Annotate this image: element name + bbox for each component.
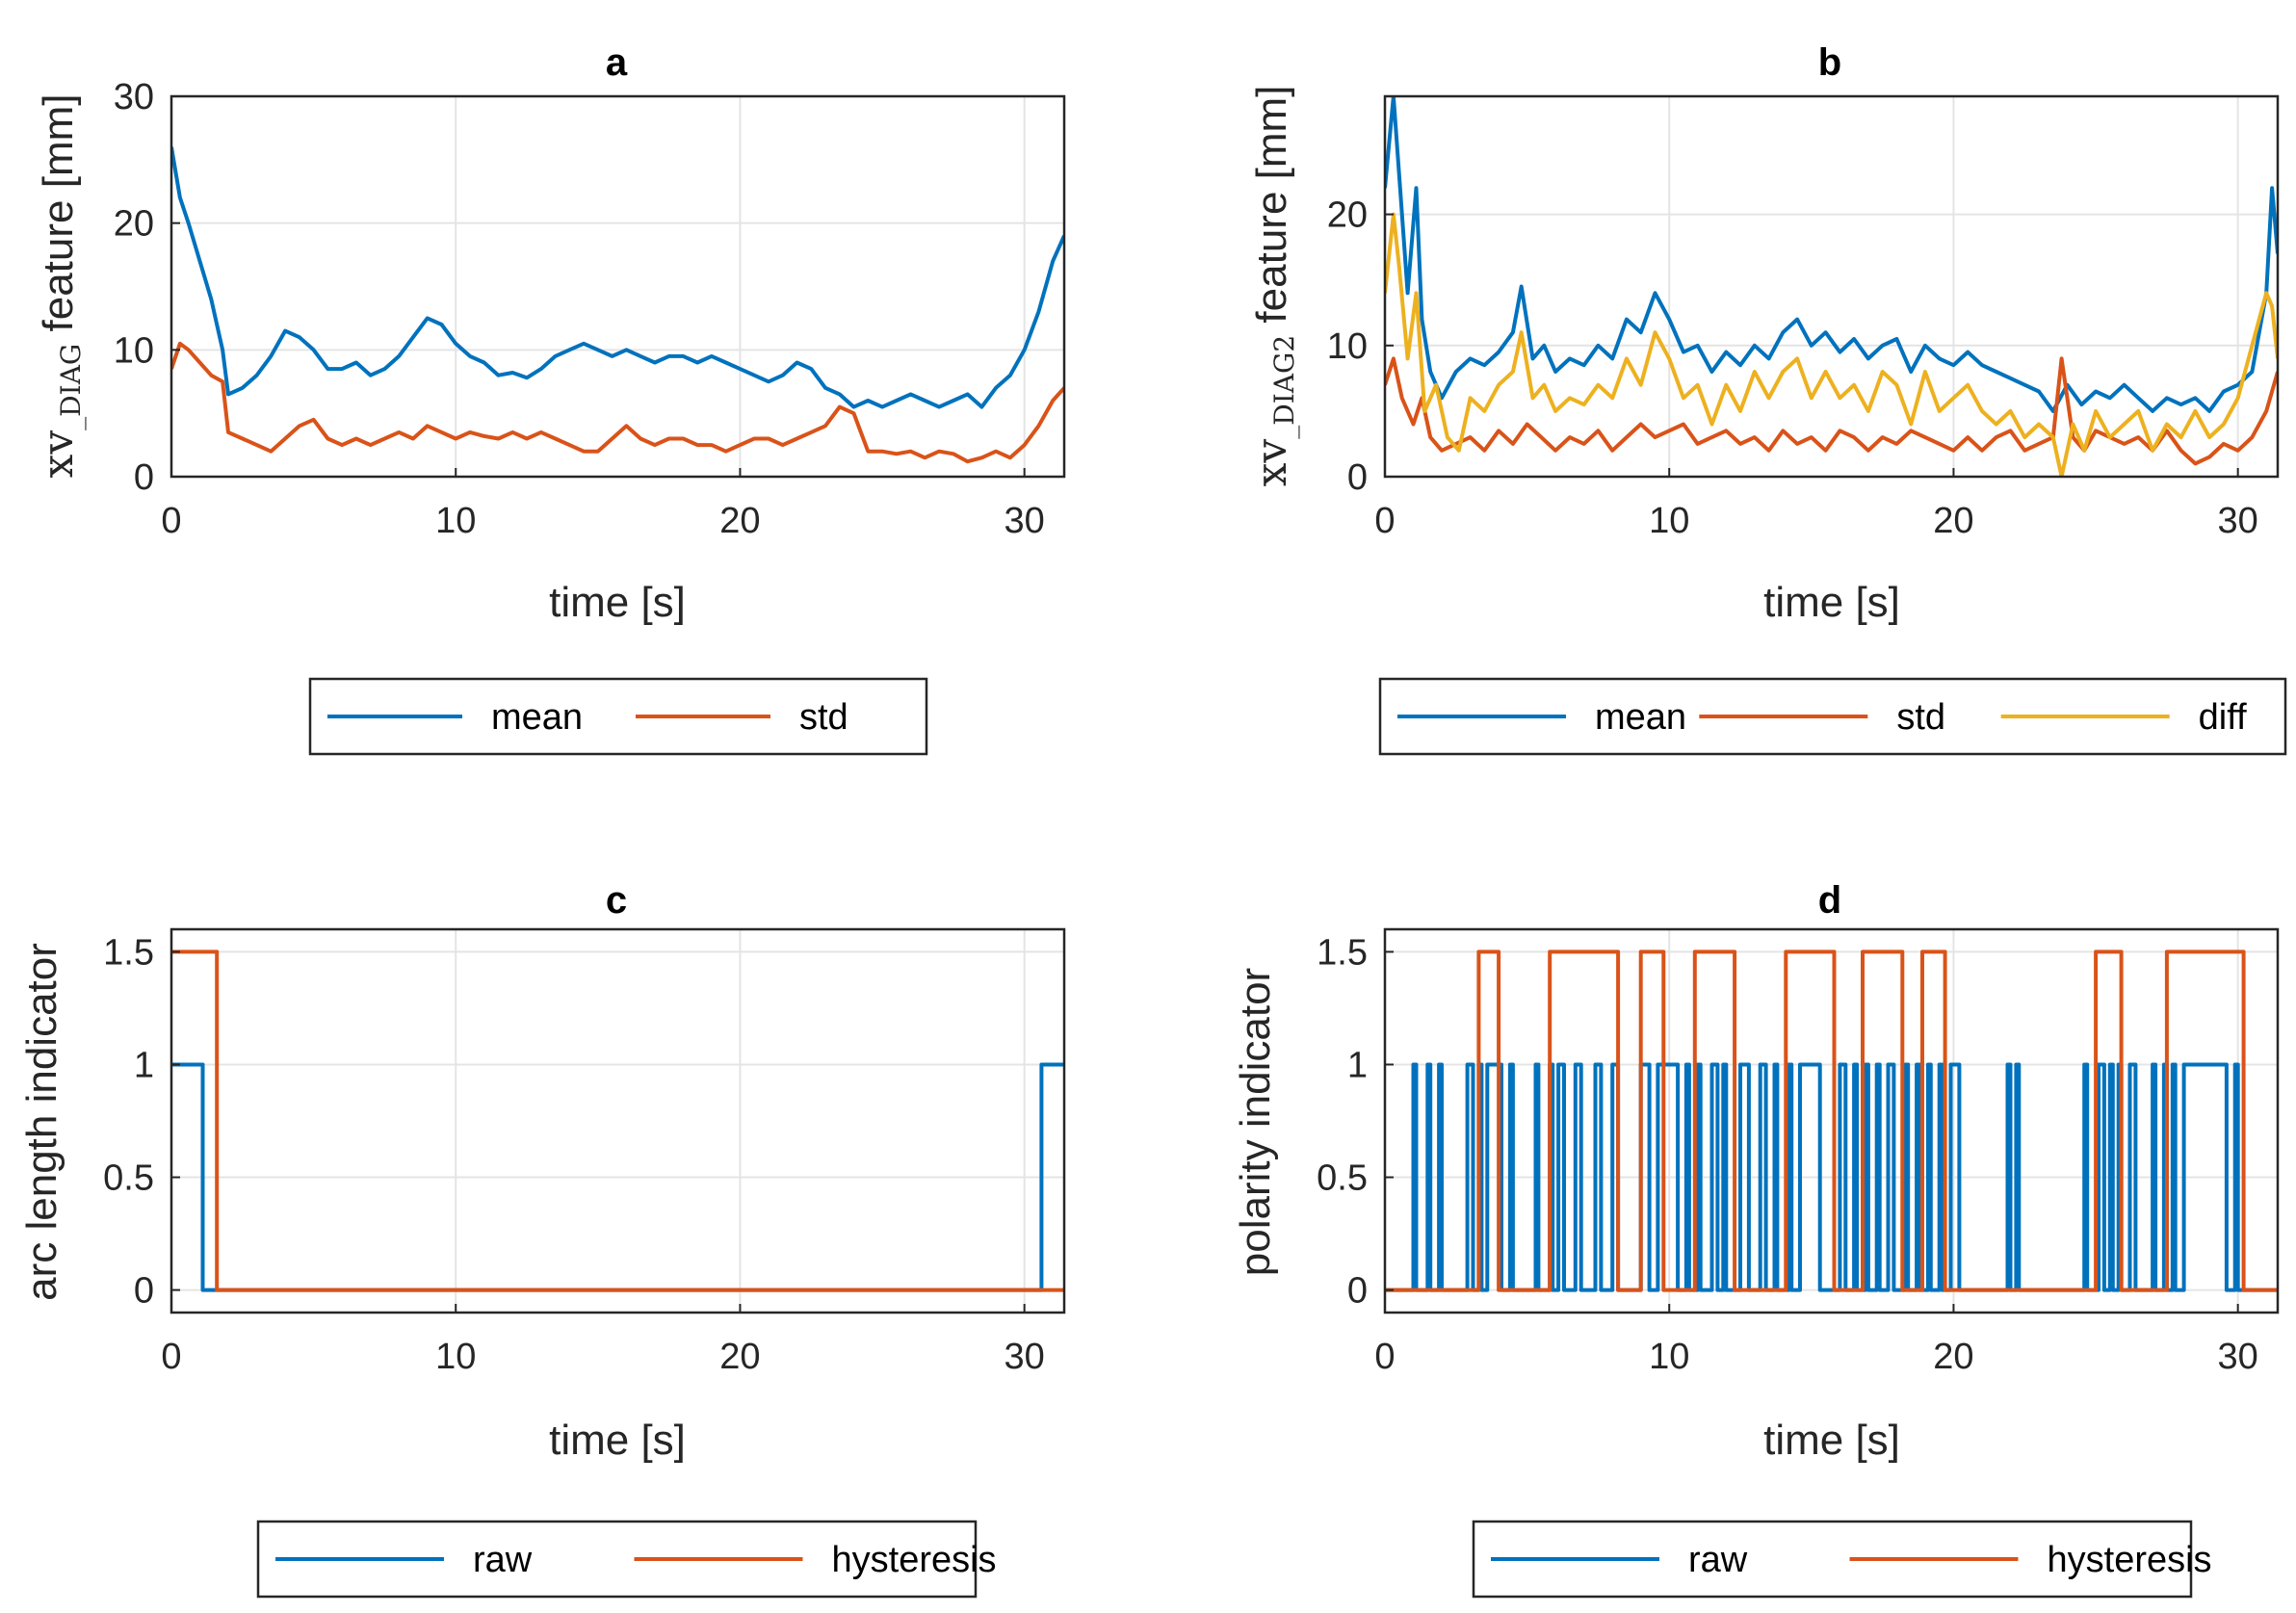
panel-a-xtick-label: 10 bbox=[435, 501, 476, 541]
panel-c-ytick-label: 1.5 bbox=[103, 932, 154, 973]
panel-a: a 0 10 20 30 0 10 20 30 time [s] xv_DIAG featur… bbox=[34, 41, 1066, 756]
panel-a-legend-label-mean: mean bbox=[491, 697, 583, 738]
panel-b-series-std bbox=[1385, 356, 2278, 466]
panel-b-ylabel-sub: _DIAG2 bbox=[1268, 335, 1300, 439]
panel-d-ytick-label: 0 bbox=[1347, 1271, 1368, 1312]
panel-b-legend-label-std: std bbox=[1896, 697, 1945, 738]
panel-b-series-diff bbox=[1385, 212, 2278, 477]
panel-b-ylabel: xv_DIAG2 feature [mm] bbox=[1247, 86, 1300, 487]
panel-b-xtick-label: 20 bbox=[1933, 501, 1973, 541]
panel-b-ylabel-rest: feature [mm] bbox=[1248, 86, 1295, 335]
panel-d-ytick-label: 1 bbox=[1347, 1045, 1368, 1085]
panel-b-xtick-label: 10 bbox=[1649, 501, 1689, 541]
panel-b-ytick-label: 0 bbox=[1347, 457, 1368, 498]
panel-a-grid bbox=[171, 95, 1064, 478]
panel-d-ylabel: polarity indicator bbox=[1232, 968, 1279, 1276]
panel-d-legend: raw hysteresis bbox=[1472, 1520, 2212, 1599]
panel-a-series bbox=[171, 146, 1064, 464]
panel-d-xtick-label: 30 bbox=[2218, 1337, 2258, 1377]
panel-c-xlabel: time [s] bbox=[549, 1417, 686, 1464]
panel-c-legend-label-hysteresis: hysteresis bbox=[832, 1540, 997, 1580]
panel-a-ytick-label: 30 bbox=[114, 77, 154, 117]
panel-a-xtick-label: 30 bbox=[1004, 501, 1045, 541]
panel-d-title: d bbox=[1818, 879, 1841, 922]
panel-a-series-std bbox=[171, 341, 1064, 464]
panel-c-ytick-label: 0 bbox=[134, 1271, 154, 1312]
panel-b-ytick-label: 10 bbox=[1327, 326, 1368, 367]
panel-c-grid bbox=[171, 929, 1064, 1313]
panel-c-title: c bbox=[606, 879, 627, 922]
panel-d-ticks: 0 10 20 30 0 0.5 1 1.5 bbox=[1317, 932, 2258, 1377]
panel-a-ylabel-rest: feature [mm] bbox=[35, 94, 82, 344]
panel-a-ylabel: xv_DIAG feature [mm] bbox=[34, 94, 87, 479]
panel-b-series bbox=[1385, 96, 2278, 477]
panel-a-xtick-label: 0 bbox=[161, 501, 181, 541]
panel-b-legend: mean std diff bbox=[1378, 677, 2287, 756]
panel-d-xtick-label: 0 bbox=[1374, 1337, 1395, 1377]
panel-c-xtick-label: 30 bbox=[1004, 1337, 1045, 1377]
panel-d-xtick-label: 20 bbox=[1933, 1337, 1973, 1377]
panel-d-series-raw bbox=[1385, 1062, 2278, 1292]
panel-d-legend-label-hysteresis: hysteresis bbox=[2048, 1540, 2212, 1580]
panel-c-xtick-label: 0 bbox=[161, 1337, 181, 1377]
panel-a-legend: mean std bbox=[308, 677, 928, 756]
panel-d-xlabel: time [s] bbox=[1763, 1417, 1900, 1464]
panel-b-grid bbox=[1385, 96, 2278, 478]
panel-a-ytick-label: 10 bbox=[114, 330, 154, 371]
panel-c: c 0 10 20 30 0 0.5 1 1.5 time [s] arc length in… bbox=[18, 879, 1066, 1599]
panel-b-ylabel-main: xv bbox=[1247, 439, 1296, 487]
panel-b-title: b bbox=[1818, 41, 1841, 84]
panel-d-grid bbox=[1385, 929, 2278, 1313]
panel-b-xtick-label: 0 bbox=[1374, 501, 1395, 541]
panel-a-ylabel-main: xv bbox=[34, 430, 83, 479]
panel-a-axes-box bbox=[170, 94, 1066, 479]
panel-c-legend: raw hysteresis bbox=[256, 1520, 997, 1599]
panel-b-xlabel: time [s] bbox=[1763, 579, 1900, 626]
panel-c-legend-label-raw: raw bbox=[473, 1540, 533, 1580]
panel-b-axes-box bbox=[1383, 94, 2280, 479]
panel-b-xtick-label: 30 bbox=[2218, 501, 2258, 541]
panel-c-xtick-label: 20 bbox=[719, 1337, 760, 1377]
panel-b-ytick-label: 20 bbox=[1327, 195, 1368, 236]
panel-a-xlabel: time [s] bbox=[549, 579, 686, 626]
panel-c-axes-box bbox=[170, 927, 1066, 1314]
panel-c-ticks: 0 10 20 30 0 0.5 1 1.5 bbox=[103, 932, 1045, 1377]
panel-c-ytick-label: 1 bbox=[134, 1045, 154, 1085]
panel-d: d 0 10 20 30 0 0.5 1 1.5 time [s] polarity indi… bbox=[1232, 879, 2280, 1599]
panel-a-ytick-label: 20 bbox=[114, 204, 154, 245]
panel-a-title: a bbox=[606, 41, 628, 84]
panel-d-series bbox=[1385, 950, 2278, 1292]
panel-a-series-mean bbox=[171, 146, 1064, 409]
panel-c-series-hysteresis bbox=[171, 950, 1064, 1292]
panel-b-series-mean bbox=[1385, 96, 2278, 413]
panel-c-series bbox=[171, 950, 1064, 1292]
panel-a-ticks: 0 10 20 30 0 10 20 30 bbox=[114, 77, 1045, 541]
panel-a-legend-label-std: std bbox=[799, 697, 848, 738]
panel-a-xtick-label: 20 bbox=[719, 501, 760, 541]
panel-c-ylabel: arc length indicator bbox=[18, 943, 65, 1301]
panel-d-ytick-label: 0.5 bbox=[1317, 1158, 1368, 1199]
panel-d-axes-box bbox=[1383, 927, 2280, 1314]
panel-d-legend-label-raw: raw bbox=[1688, 1540, 1748, 1580]
panel-a-ylabel-sub: _DIAG bbox=[55, 344, 87, 430]
panel-d-ytick-label: 1.5 bbox=[1317, 932, 1368, 973]
panel-a-ytick-label: 0 bbox=[134, 457, 154, 498]
panel-b: b 0 10 20 30 0 10 20 time [s] xv_DIAG2 feature… bbox=[1247, 41, 2287, 756]
panel-c-xtick-label: 10 bbox=[435, 1337, 476, 1377]
panel-b-ticks: 0 10 20 30 0 10 20 bbox=[1327, 195, 2258, 541]
panel-c-ytick-label: 0.5 bbox=[103, 1158, 154, 1199]
panel-d-xtick-label: 10 bbox=[1649, 1337, 1689, 1377]
panel-b-legend-label-mean: mean bbox=[1595, 697, 1686, 738]
panel-b-legend-label-diff: diff bbox=[2199, 697, 2247, 738]
panel-d-series-hysteresis bbox=[1385, 950, 2278, 1292]
